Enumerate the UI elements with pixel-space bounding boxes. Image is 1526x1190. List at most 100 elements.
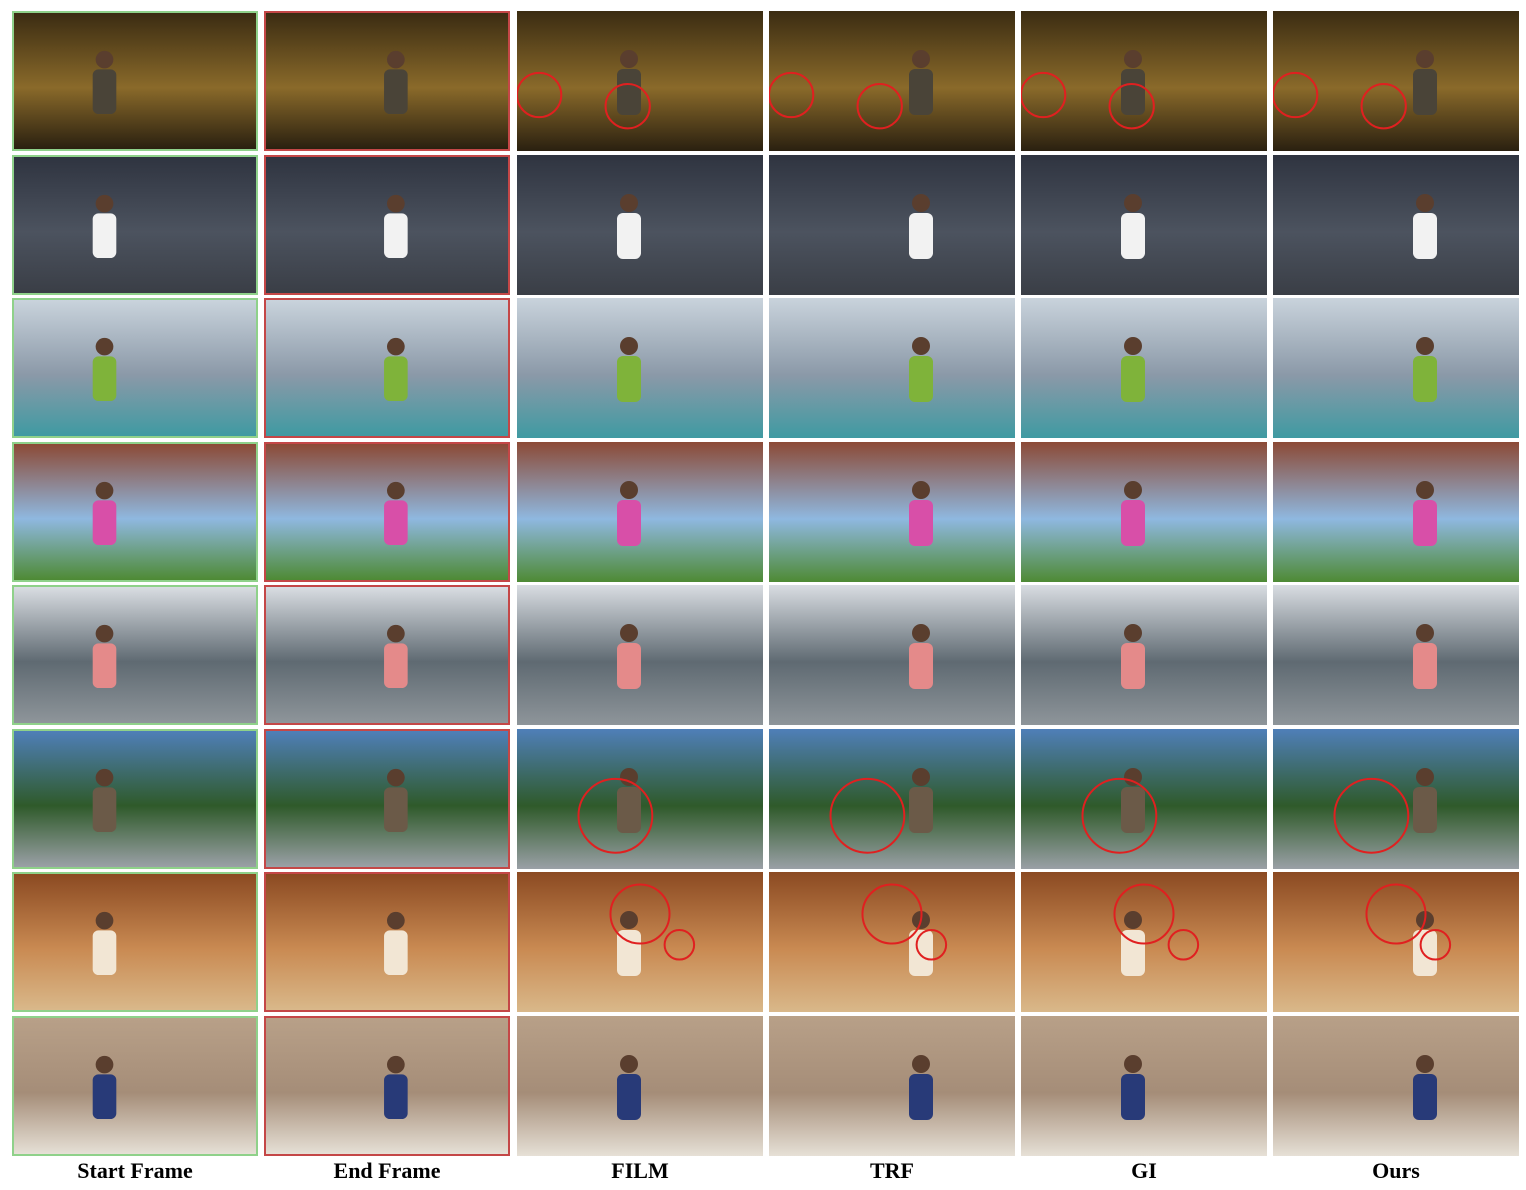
frame-image <box>769 585 1015 725</box>
highlight-circle <box>1360 83 1407 130</box>
scene-background <box>14 731 256 867</box>
subject-body <box>1121 69 1145 115</box>
frame-image <box>266 13 508 149</box>
highlight-circle <box>1419 929 1452 961</box>
frame-image <box>517 155 763 295</box>
subject-head <box>95 911 114 930</box>
subject-head <box>387 624 405 643</box>
scene-background <box>1273 442 1519 582</box>
highlight-circle <box>1081 777 1158 854</box>
frame-image <box>266 300 508 436</box>
subject-head <box>1416 50 1434 68</box>
subject-body <box>1121 930 1145 976</box>
subject-head <box>95 50 114 69</box>
highlight-circle <box>609 883 671 945</box>
column-label: TRF <box>870 1158 914 1183</box>
frame-image <box>266 444 508 580</box>
frame-skater-graffiti-wall-5 <box>1021 442 1267 582</box>
subject-body <box>1121 1074 1145 1120</box>
subject-body <box>384 69 408 115</box>
subject-head <box>387 481 405 500</box>
subject-head <box>1124 50 1142 68</box>
frame-image <box>1021 729 1267 869</box>
highlight-circle <box>1108 83 1155 130</box>
frame-image <box>14 731 256 867</box>
frame-picnic-table-forest-5 <box>1021 729 1267 869</box>
frame-image <box>14 157 256 293</box>
subject-head <box>912 194 930 212</box>
frame-image <box>14 587 256 723</box>
frame-violin-player-indoor-3 <box>517 11 763 151</box>
subject-head <box>620 1055 638 1073</box>
frame-violin-player-indoor-1 <box>12 11 258 151</box>
frame-image <box>266 1018 508 1154</box>
highlight-circle <box>915 929 948 961</box>
frame-image <box>517 11 763 151</box>
subject-body <box>1413 500 1437 546</box>
subject-body <box>617 500 641 546</box>
scene-background <box>1273 585 1519 725</box>
subject-body <box>384 500 408 546</box>
highlight-circle <box>1365 883 1427 945</box>
scene-background <box>14 874 256 1010</box>
scene-background <box>769 729 1015 869</box>
frame-woman-lakeside-bridge-3 <box>517 585 763 725</box>
scene-background <box>14 13 256 149</box>
scene-background <box>769 872 1015 1012</box>
highlight-circle <box>856 83 903 130</box>
scene-background <box>1273 1016 1519 1156</box>
frame-woman-beach-hat-1 <box>12 872 258 1012</box>
scene-background <box>1273 298 1519 438</box>
frame-image <box>517 298 763 438</box>
frame-image <box>1021 298 1267 438</box>
subject-head <box>95 337 114 356</box>
frame-image <box>1273 1016 1519 1156</box>
frame-woman-lakeside-bridge-5 <box>1021 585 1267 725</box>
subject-body <box>909 500 933 546</box>
frame-image <box>1021 585 1267 725</box>
column-label: Start Frame <box>77 1158 193 1183</box>
frame-man-with-camera-gate-1 <box>12 155 258 295</box>
frame-image <box>14 1018 256 1154</box>
subject-body <box>909 787 933 833</box>
frame-dancer-living-room-4 <box>769 1016 1015 1156</box>
frame-violin-player-indoor-4 <box>769 11 1015 151</box>
frame-image <box>517 729 763 869</box>
frame-skater-graffiti-wall-1 <box>12 442 258 582</box>
frame-image <box>14 874 256 1010</box>
subject-body <box>617 643 641 689</box>
subject-head <box>912 624 930 642</box>
subject-body <box>92 69 117 115</box>
subject-head <box>1416 481 1434 499</box>
frame-image <box>1021 442 1267 582</box>
subject-head <box>620 194 638 212</box>
subject-body <box>92 356 117 402</box>
subject-body <box>92 787 117 833</box>
subject-head <box>912 481 930 499</box>
subject-body <box>909 643 933 689</box>
highlight-circle <box>861 883 923 945</box>
subject-body <box>617 69 641 115</box>
frame-woman-beach-hat-5 <box>1021 872 1267 1012</box>
frame-windsurfer-sea-1 <box>12 298 258 438</box>
highlight-circle <box>1021 71 1067 119</box>
scene-background <box>14 444 256 580</box>
subject-head <box>95 624 114 643</box>
frame-dancer-living-room-5 <box>1021 1016 1267 1156</box>
scene-background <box>769 1016 1015 1156</box>
highlight-circle <box>1167 929 1200 961</box>
subject-body <box>1413 930 1437 976</box>
column-label: Ours <box>1372 1158 1420 1183</box>
subject-head <box>620 624 638 642</box>
frame-image <box>266 587 508 723</box>
frame-woman-lakeside-bridge-4 <box>769 585 1015 725</box>
frame-image <box>14 444 256 580</box>
scene-background <box>14 157 256 293</box>
scene-background <box>1273 11 1519 151</box>
frame-picnic-table-forest-2 <box>264 729 510 869</box>
subject-body <box>1121 787 1145 833</box>
frame-image <box>769 298 1015 438</box>
subject-body <box>1413 787 1437 833</box>
frame-image <box>1273 298 1519 438</box>
scene-background <box>769 442 1015 582</box>
